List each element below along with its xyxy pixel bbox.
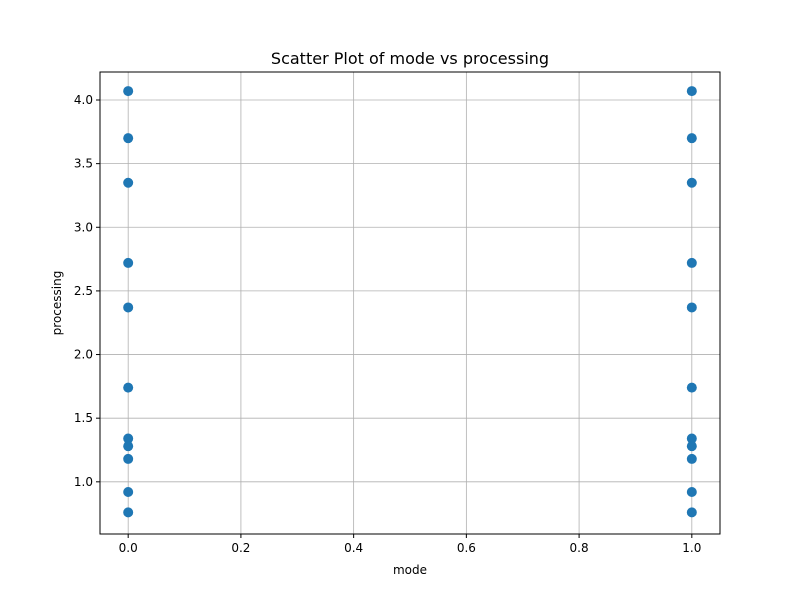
x-tick-label: 0.2	[231, 541, 250, 555]
data-point	[686, 86, 697, 97]
data-point	[123, 257, 134, 268]
plot-frame	[99, 71, 721, 535]
x-tick-label: 0.8	[570, 541, 589, 555]
data-point	[123, 302, 134, 313]
data-point	[686, 133, 697, 144]
y-tick-label: 3.5	[74, 157, 93, 171]
data-point	[123, 487, 134, 497]
data-point	[686, 177, 697, 188]
y-tick-label: 1.5	[74, 411, 93, 425]
x-tick-label: 0.4	[344, 541, 363, 555]
chart-title: Scatter Plot of mode vs processing	[271, 49, 549, 68]
x-axis-label: mode	[393, 563, 427, 577]
y-axis-label: processing	[50, 271, 64, 336]
data-point	[123, 133, 134, 144]
data-point	[123, 453, 134, 464]
x-tick-label: 0.6	[457, 541, 476, 555]
data-point	[123, 441, 134, 452]
data-point	[123, 177, 134, 188]
axis-ticks: 0.0 0.2 0.4 0.6 0.8 1.0 1.0 1.5 2.0 2.5 3.0 3.5 4.0	[74, 93, 701, 555]
data-points	[123, 86, 697, 518]
y-tick-label: 2.0	[74, 348, 93, 362]
data-point	[686, 487, 697, 497]
y-tick-label: 1.0	[74, 475, 93, 489]
data-point	[686, 441, 697, 452]
y-tick-label: 3.0	[74, 220, 93, 234]
data-point	[686, 257, 697, 268]
data-point	[686, 302, 697, 313]
y-tick-label: 2.5	[74, 284, 93, 298]
data-point	[123, 507, 134, 518]
x-tick-label: 1.0	[682, 541, 701, 555]
data-point	[123, 382, 134, 393]
data-point	[686, 382, 697, 393]
y-tick-label: 4.0	[74, 93, 93, 107]
data-point	[686, 433, 697, 444]
data-point	[123, 86, 134, 97]
x-tick-label: 0.0	[119, 541, 138, 555]
data-point	[123, 433, 134, 444]
data-point	[686, 507, 697, 518]
data-point	[686, 453, 697, 464]
